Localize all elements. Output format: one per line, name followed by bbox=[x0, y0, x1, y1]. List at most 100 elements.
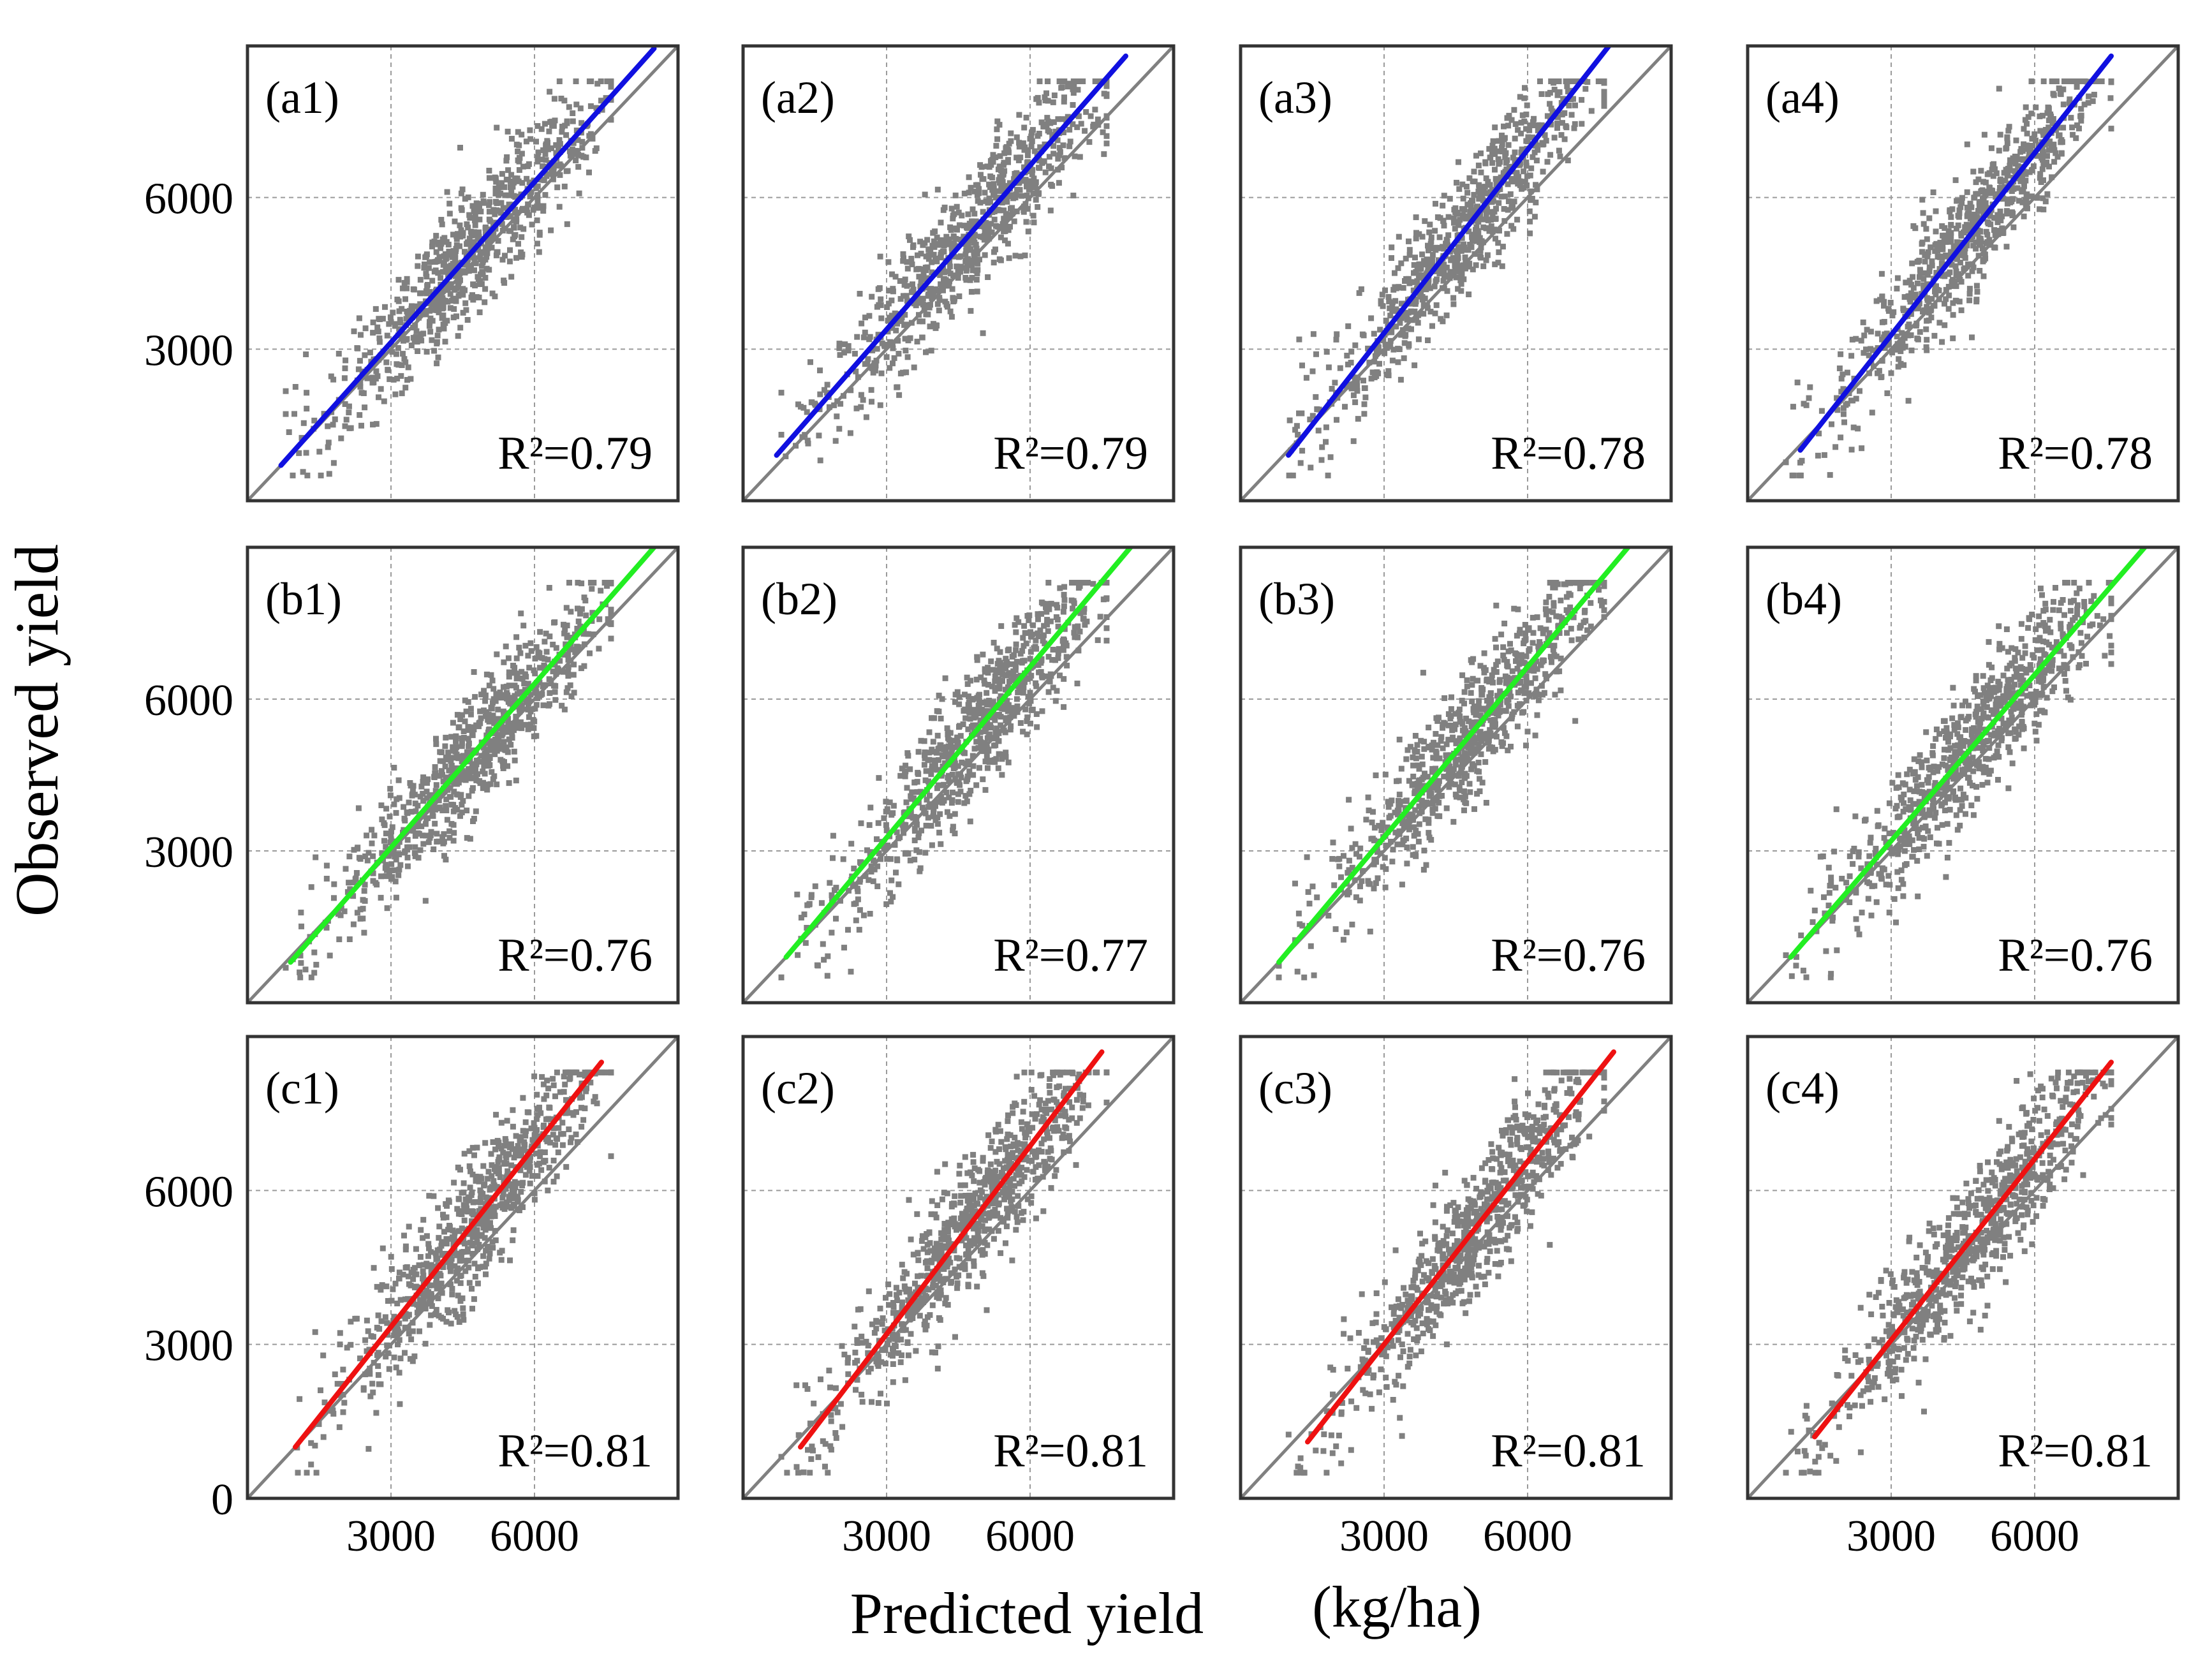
data-point bbox=[433, 735, 439, 742]
data-point bbox=[853, 405, 860, 411]
data-point bbox=[1392, 323, 1398, 330]
data-point bbox=[1410, 781, 1416, 787]
data-point bbox=[535, 158, 541, 165]
data-point bbox=[987, 198, 993, 205]
data-point bbox=[982, 740, 988, 746]
data-point bbox=[490, 744, 497, 751]
data-point bbox=[2009, 198, 2015, 205]
data-point bbox=[1964, 240, 1970, 247]
data-point bbox=[1940, 243, 1946, 249]
data-point bbox=[1410, 309, 1416, 315]
data-point bbox=[934, 708, 940, 714]
data-point bbox=[536, 232, 543, 238]
data-point bbox=[433, 233, 439, 239]
data-point bbox=[450, 808, 457, 815]
data-point bbox=[1954, 240, 1961, 247]
data-point bbox=[542, 151, 549, 157]
data-point bbox=[545, 656, 551, 663]
data-point bbox=[1556, 630, 1563, 636]
data-point bbox=[1935, 254, 1941, 260]
y-tick-label: 3000 bbox=[144, 326, 233, 375]
data-point bbox=[1382, 771, 1389, 778]
data-point bbox=[1044, 115, 1051, 121]
data-point bbox=[814, 962, 820, 968]
data-point bbox=[353, 870, 360, 876]
data-point bbox=[896, 881, 902, 887]
data-point bbox=[867, 334, 873, 340]
data-point bbox=[1012, 171, 1018, 177]
data-point bbox=[869, 365, 875, 371]
data-point bbox=[2023, 171, 2029, 177]
data-point bbox=[1353, 851, 1359, 857]
data-point bbox=[1053, 614, 1059, 620]
data-point bbox=[876, 285, 883, 292]
data-point bbox=[392, 853, 398, 860]
data-point bbox=[889, 325, 896, 331]
data-point bbox=[2040, 132, 2047, 138]
data-point bbox=[451, 306, 457, 312]
data-point bbox=[1452, 711, 1458, 717]
data-point bbox=[973, 182, 979, 188]
data-point bbox=[1059, 116, 1065, 122]
data-point bbox=[477, 708, 483, 714]
data-point bbox=[512, 757, 518, 764]
data-point bbox=[462, 777, 469, 783]
data-point bbox=[476, 778, 483, 784]
data-point bbox=[924, 264, 931, 270]
data-point bbox=[1471, 191, 1477, 198]
data-point bbox=[1345, 323, 1352, 329]
data-point bbox=[1561, 110, 1568, 116]
data-point bbox=[1444, 238, 1450, 244]
data-point bbox=[1936, 266, 1943, 272]
data-point bbox=[564, 118, 570, 124]
data-point bbox=[303, 450, 309, 456]
data-point bbox=[542, 682, 548, 688]
data-point bbox=[2023, 193, 2030, 200]
data-point bbox=[1476, 741, 1482, 748]
data-point bbox=[540, 208, 547, 214]
data-point bbox=[1840, 371, 1846, 378]
data-point bbox=[382, 304, 388, 310]
data-point bbox=[956, 254, 962, 260]
data-point bbox=[459, 712, 466, 718]
data-point bbox=[413, 328, 420, 334]
data-point bbox=[1470, 266, 1476, 272]
data-point bbox=[1947, 209, 1953, 215]
data-point bbox=[1036, 165, 1042, 171]
data-point bbox=[901, 255, 906, 262]
data-point bbox=[443, 803, 449, 809]
data-point bbox=[564, 623, 570, 628]
data-point bbox=[1015, 172, 1022, 177]
data-point bbox=[1486, 145, 1493, 152]
data-point bbox=[1982, 206, 1989, 212]
data-point bbox=[2002, 177, 2009, 184]
data-point bbox=[1045, 128, 1051, 134]
data-point bbox=[422, 897, 429, 904]
data-point bbox=[438, 275, 444, 281]
data-point bbox=[592, 148, 598, 154]
data-point bbox=[468, 228, 474, 235]
data-point bbox=[357, 915, 364, 922]
data-point bbox=[1481, 184, 1487, 191]
data-point bbox=[473, 767, 479, 773]
data-point bbox=[965, 256, 971, 262]
data-point bbox=[1945, 271, 1951, 277]
data-point bbox=[1922, 270, 1928, 276]
data-point bbox=[2070, 131, 2076, 138]
data-point bbox=[998, 623, 1005, 629]
data-point bbox=[482, 692, 489, 698]
data-point bbox=[942, 675, 948, 681]
data-point bbox=[455, 792, 461, 798]
data-point bbox=[915, 265, 922, 272]
data-point bbox=[1453, 248, 1459, 255]
data-point bbox=[1466, 175, 1473, 181]
data-point bbox=[396, 852, 402, 857]
data-point bbox=[470, 818, 476, 824]
data-point bbox=[565, 673, 571, 679]
data-point bbox=[388, 828, 394, 834]
data-point bbox=[1097, 614, 1103, 620]
data-point bbox=[283, 388, 289, 394]
data-point bbox=[954, 263, 960, 270]
data-point bbox=[516, 167, 522, 173]
